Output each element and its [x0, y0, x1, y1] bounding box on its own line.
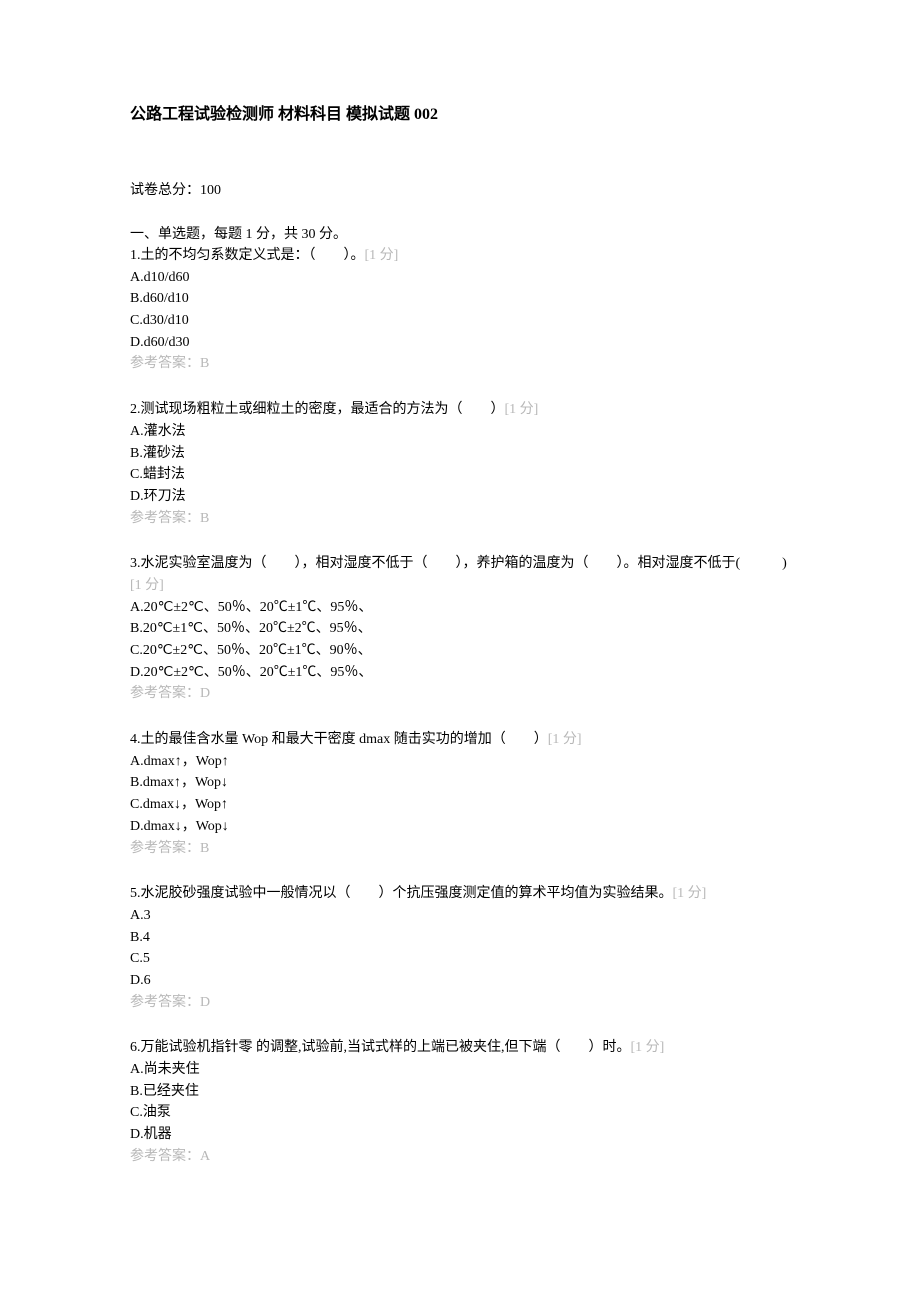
option-d: D.6	[130, 970, 790, 992]
option-a: A.dmax↑，Wop↑	[130, 751, 790, 773]
option-a: A.尚未夹住	[130, 1059, 790, 1081]
question-text: 3.水泥实验室温度为（ ），相对湿度不低于（ ），养护箱的温度为（ ）。相对湿度…	[130, 556, 787, 571]
answer: 参考答案：D	[130, 995, 210, 1010]
answer: 参考答案：D	[130, 686, 210, 701]
answer: 参考答案：B	[130, 511, 209, 526]
option-b: B.灌砂法	[130, 443, 790, 465]
question-4: 4.土的最佳含水量 Wop 和最大干密度 dmax 随击实功的增加（ ）[1 分…	[130, 729, 790, 859]
score-tag: [1 分]	[130, 578, 164, 593]
option-c: C.油泵	[130, 1102, 790, 1124]
question-text: 6.万能试验机指针零 的调整,试验前,当试式样的上端已被夹住,但下端（ ）时。	[130, 1040, 631, 1055]
question-2: 2.测试现场粗粒土或细粒土的密度，最适合的方法为（ ）[1 分] A.灌水法 B…	[130, 399, 790, 529]
question-text: 2.测试现场粗粒土或细粒土的密度，最适合的方法为（ ）	[130, 402, 505, 417]
option-b: B.dmax↑，Wop↓	[130, 772, 790, 794]
option-c: C.d30/d10	[130, 310, 790, 332]
total-score: 试卷总分：100	[130, 179, 790, 199]
score-tag: [1 分]	[673, 886, 707, 901]
option-b: B.4	[130, 927, 790, 949]
score-tag: [1 分]	[365, 248, 399, 263]
score-tag: [1 分]	[631, 1040, 665, 1055]
answer: 参考答案：A	[130, 1149, 210, 1164]
option-c: C.5	[130, 948, 790, 970]
question-text: 5.水泥胶砂强度试验中一般情况以（ ）个抗压强度测定值的算术平均值为实验结果。	[130, 886, 673, 901]
option-b: B.已经夹住	[130, 1081, 790, 1103]
question-5: 5.水泥胶砂强度试验中一般情况以（ ）个抗压强度测定值的算术平均值为实验结果。[…	[130, 883, 790, 1013]
score-tag: [1 分]	[548, 732, 582, 747]
option-a: A.d10/d60	[130, 267, 790, 289]
score-tag: [1 分]	[505, 402, 539, 417]
section-header: 一、单选题，每题 1 分，共 30 分。	[130, 223, 790, 243]
option-d: D.20℃±2℃、50％、20℃±1℃、95％、	[130, 662, 790, 684]
option-d: D.dmax↓，Wop↓	[130, 816, 790, 838]
option-d: D.机器	[130, 1124, 790, 1146]
option-c: C.20℃±2℃、50％、20℃±1℃、90％、	[130, 640, 790, 662]
option-c: C.蜡封法	[130, 464, 790, 486]
option-d: D.环刀法	[130, 486, 790, 508]
answer: 参考答案：B	[130, 841, 209, 856]
question-6: 6.万能试验机指针零 的调整,试验前,当试式样的上端已被夹住,但下端（ ）时。[…	[130, 1037, 790, 1167]
question-text: 1.土的不均匀系数定义式是：（ ）。	[130, 248, 365, 263]
option-b: B.d60/d10	[130, 288, 790, 310]
option-a: A.3	[130, 905, 790, 927]
page-title: 公路工程试验检测师 材料科目 模拟试题 002	[130, 100, 790, 124]
option-b: B.20℃±1℃、50％、20℃±2℃、95％、	[130, 618, 790, 640]
answer: 参考答案：B	[130, 356, 209, 371]
option-c: C.dmax↓，Wop↑	[130, 794, 790, 816]
option-a: A.20℃±2℃、50％、20℃±1℃、95％、	[130, 597, 790, 619]
question-3: 3.水泥实验室温度为（ ），相对湿度不低于（ ），养护箱的温度为（ ）。相对湿度…	[130, 553, 790, 705]
option-a: A.灌水法	[130, 421, 790, 443]
question-text: 4.土的最佳含水量 Wop 和最大干密度 dmax 随击实功的增加（ ）	[130, 732, 548, 747]
option-d: D.d60/d30	[130, 332, 790, 354]
question-1: 1.土的不均匀系数定义式是：（ ）。[1 分] A.d10/d60 B.d60/…	[130, 245, 790, 375]
